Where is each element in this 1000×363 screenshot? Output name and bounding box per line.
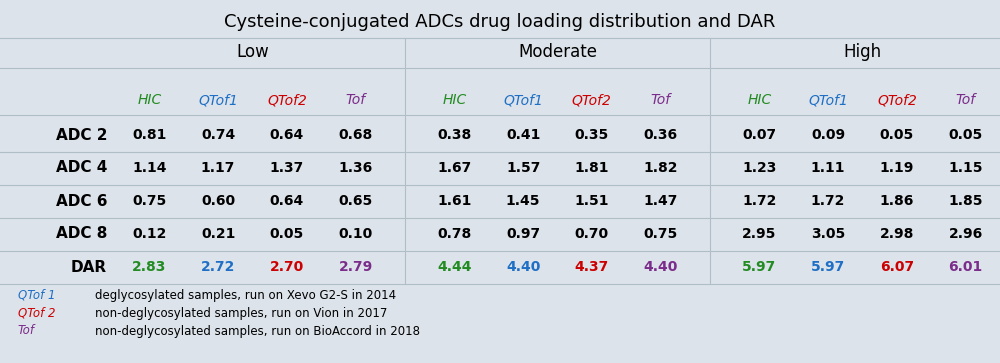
Text: 5.97: 5.97 xyxy=(742,260,776,274)
Text: 0.05: 0.05 xyxy=(270,227,304,241)
Text: 5.97: 5.97 xyxy=(811,260,845,274)
Text: 0.68: 0.68 xyxy=(338,128,373,142)
Text: 2.95: 2.95 xyxy=(742,227,777,241)
Bar xyxy=(0,152,1000,185)
Text: 6.01: 6.01 xyxy=(948,260,983,274)
Text: 0.35: 0.35 xyxy=(575,128,609,142)
Text: Cysteine-conjugated ADCs drug loading distribution and DAR: Cysteine-conjugated ADCs drug loading di… xyxy=(224,13,776,31)
Text: 1.17: 1.17 xyxy=(201,161,235,175)
Text: 1.86: 1.86 xyxy=(880,194,914,208)
Text: 2.96: 2.96 xyxy=(948,227,983,241)
Text: 0.60: 0.60 xyxy=(201,194,235,208)
Bar xyxy=(0,82,1000,115)
Text: 0.05: 0.05 xyxy=(948,128,983,142)
Text: 1.14: 1.14 xyxy=(132,161,167,175)
Bar xyxy=(0,0,1000,38)
Text: 0.81: 0.81 xyxy=(132,128,167,142)
Text: 1.57: 1.57 xyxy=(506,161,540,175)
Text: High: High xyxy=(843,43,882,61)
Text: 2.83: 2.83 xyxy=(132,260,167,274)
Text: 0.41: 0.41 xyxy=(506,128,540,142)
Bar xyxy=(0,218,1000,251)
Text: ADC 6: ADC 6 xyxy=(56,193,107,208)
Text: 0.75: 0.75 xyxy=(644,227,678,241)
Text: 0.65: 0.65 xyxy=(338,194,373,208)
Text: 1.72: 1.72 xyxy=(811,194,845,208)
Text: 3.05: 3.05 xyxy=(811,227,845,241)
Text: 2.72: 2.72 xyxy=(201,260,235,274)
Bar xyxy=(0,119,1000,152)
Text: 0.09: 0.09 xyxy=(811,128,845,142)
Text: 0.38: 0.38 xyxy=(437,128,472,142)
Text: 1.36: 1.36 xyxy=(338,161,373,175)
Bar xyxy=(0,38,1000,68)
Text: 1.11: 1.11 xyxy=(811,161,845,175)
Text: 2.79: 2.79 xyxy=(338,260,373,274)
Text: 1.51: 1.51 xyxy=(575,194,609,208)
Text: QTof 1: QTof 1 xyxy=(18,289,56,302)
Text: 0.10: 0.10 xyxy=(338,227,373,241)
Text: DAR: DAR xyxy=(71,260,107,274)
Text: non-deglycosylated samples, run on Vion in 2017: non-deglycosylated samples, run on Vion … xyxy=(95,306,387,319)
Text: 0.07: 0.07 xyxy=(742,128,776,142)
Text: QTof1: QTof1 xyxy=(198,93,238,107)
Text: 4.40: 4.40 xyxy=(643,260,678,274)
Text: ADC 4: ADC 4 xyxy=(56,160,107,175)
Text: 1.81: 1.81 xyxy=(575,161,609,175)
Text: 1.23: 1.23 xyxy=(742,161,777,175)
Text: QTof1: QTof1 xyxy=(808,93,848,107)
Text: ADC 2: ADC 2 xyxy=(56,127,107,143)
Text: 1.15: 1.15 xyxy=(948,161,983,175)
Text: QTof2: QTof2 xyxy=(267,93,307,107)
Text: 0.64: 0.64 xyxy=(270,128,304,142)
Text: 1.82: 1.82 xyxy=(643,161,678,175)
Text: 0.64: 0.64 xyxy=(270,194,304,208)
Text: 2.98: 2.98 xyxy=(880,227,914,241)
Text: 1.61: 1.61 xyxy=(437,194,472,208)
Text: 0.05: 0.05 xyxy=(880,128,914,142)
Text: 4.44: 4.44 xyxy=(437,260,472,274)
Text: 0.74: 0.74 xyxy=(201,128,235,142)
Text: Tof: Tof xyxy=(956,93,976,107)
Text: Moderate: Moderate xyxy=(518,43,597,61)
Bar xyxy=(0,251,1000,284)
Text: Low: Low xyxy=(236,43,269,61)
Text: 0.78: 0.78 xyxy=(437,227,472,241)
Text: 4.37: 4.37 xyxy=(575,260,609,274)
Text: 6.07: 6.07 xyxy=(880,260,914,274)
Text: 0.97: 0.97 xyxy=(506,227,540,241)
Text: 1.19: 1.19 xyxy=(880,161,914,175)
Text: HIC: HIC xyxy=(442,93,466,107)
Text: Tof: Tof xyxy=(18,325,35,338)
Bar xyxy=(0,68,1000,110)
Text: HIC: HIC xyxy=(747,93,772,107)
Text: 1.85: 1.85 xyxy=(948,194,983,208)
Text: non-deglycosylated samples, run on BioAccord in 2018: non-deglycosylated samples, run on BioAc… xyxy=(95,325,420,338)
Text: HIC: HIC xyxy=(137,93,162,107)
Text: 0.70: 0.70 xyxy=(575,227,609,241)
Text: 1.67: 1.67 xyxy=(437,161,472,175)
Text: QTof 2: QTof 2 xyxy=(18,306,56,319)
Text: 2.70: 2.70 xyxy=(270,260,304,274)
Text: 0.21: 0.21 xyxy=(201,227,235,241)
Text: 1.37: 1.37 xyxy=(270,161,304,175)
Text: 0.75: 0.75 xyxy=(132,194,166,208)
Bar xyxy=(0,185,1000,218)
Text: Tof: Tof xyxy=(346,93,366,107)
Text: Tof: Tof xyxy=(651,93,671,107)
Text: QTof1: QTof1 xyxy=(503,93,543,107)
Text: deglycosylated samples, run on Xevo G2-S in 2014: deglycosylated samples, run on Xevo G2-S… xyxy=(95,289,396,302)
Text: ADC 8: ADC 8 xyxy=(56,227,107,241)
Text: QTof2: QTof2 xyxy=(572,93,612,107)
Text: 0.36: 0.36 xyxy=(644,128,678,142)
Text: QTof2: QTof2 xyxy=(877,93,917,107)
Text: 0.12: 0.12 xyxy=(132,227,167,241)
Text: 1.72: 1.72 xyxy=(742,194,777,208)
Text: 1.45: 1.45 xyxy=(506,194,540,208)
Text: 1.47: 1.47 xyxy=(643,194,678,208)
Text: 4.40: 4.40 xyxy=(506,260,540,274)
